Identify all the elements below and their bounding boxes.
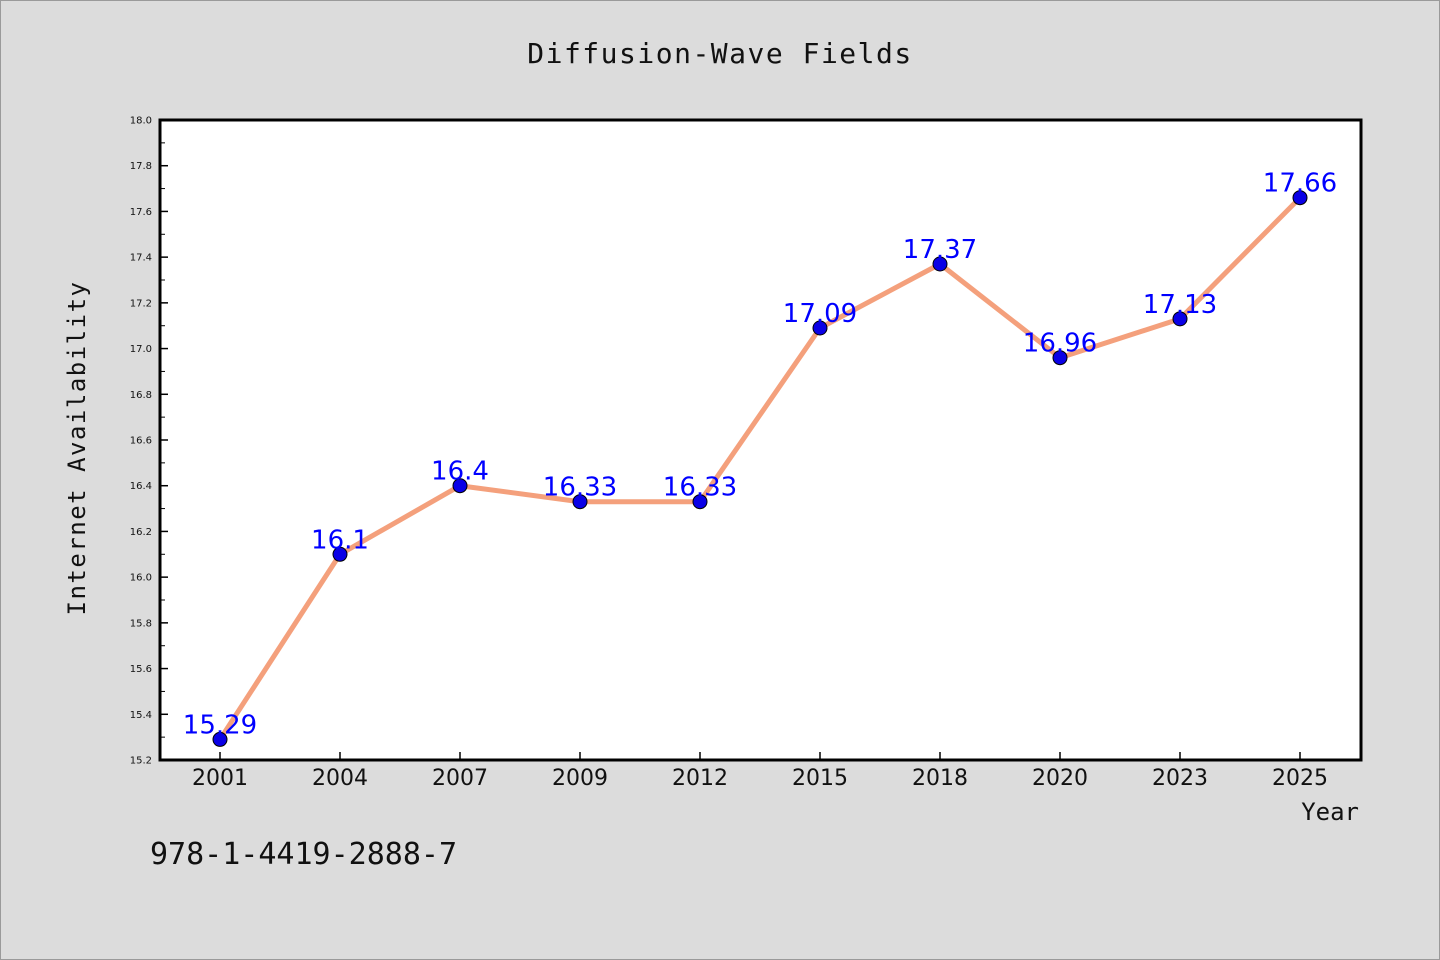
- x-tick-label: 2025: [1272, 766, 1328, 791]
- x-tick-label: 2009: [552, 766, 608, 791]
- y-tick-label: 17.8: [130, 161, 152, 172]
- data-label: 16.4: [431, 457, 489, 487]
- y-tick-label: 16.8: [130, 390, 152, 401]
- data-label: 17.66: [1263, 169, 1337, 199]
- x-axis: 2001 2004 2007 2009 2012 2015 2018 2020 2023 2025: [192, 752, 1328, 791]
- data-point: [212, 731, 228, 747]
- data-points: [212, 190, 1308, 747]
- x-tick-label: 2001: [192, 766, 248, 791]
- y-axis: 15.2 15.4 15.6 15.8 16.0 16.2 16.4 16.6 16.8 17.0…: [130, 116, 168, 767]
- x-axis-label: Year: [1301, 798, 1359, 826]
- x-tick-label: 2015: [792, 766, 848, 791]
- data-label: 17.09: [783, 299, 857, 329]
- y-tick-label: 15.4: [130, 710, 152, 721]
- data-label: 16.33: [663, 473, 737, 503]
- series-line: [217, 195, 1303, 742]
- plot-area: [158, 118, 1363, 762]
- isbn-text: 978-1-4419-2888-7: [150, 837, 457, 872]
- data-labels: 15.29 16.1 16.4 16.33 16.33 17.09 17.37 16.96 17…: [183, 169, 1337, 741]
- y-tick-label: 16.4: [130, 481, 152, 492]
- data-label: 16.1: [311, 525, 369, 555]
- y-tick-label: 17.0: [130, 344, 152, 355]
- y-tick-label: 16.6: [130, 436, 152, 447]
- x-tick-label: 2020: [1032, 766, 1088, 791]
- chart-title: Diffusion-Wave Fields: [527, 37, 913, 70]
- data-point: [812, 320, 828, 336]
- data-label: 15.29: [183, 710, 257, 740]
- y-tick-label: 15.2: [130, 756, 152, 767]
- y-tick-label: 17.2: [130, 298, 152, 309]
- y-tick-label: 18.0: [130, 116, 152, 127]
- y-tick-label: 15.6: [130, 664, 152, 675]
- y-tick-label: 17.4: [130, 253, 152, 264]
- data-point: [572, 494, 588, 510]
- y-axis-label: Internet Availability: [63, 281, 91, 616]
- y-tick-label: 16.0: [130, 573, 152, 584]
- data-point: [452, 478, 468, 494]
- y-tick-label: 15.8: [130, 618, 152, 629]
- data-point: [1172, 311, 1188, 327]
- data-point: [332, 546, 348, 562]
- data-label: 16.96: [1023, 329, 1097, 359]
- data-label: 17.37: [903, 235, 977, 265]
- x-tick-label: 2023: [1152, 766, 1208, 791]
- x-tick-label: 2004: [312, 766, 368, 791]
- y-tick-label: 16.2: [130, 527, 152, 538]
- x-tick-label: 2007: [432, 766, 488, 791]
- data-point: [1292, 190, 1308, 206]
- data-label: 17.13: [1143, 290, 1217, 320]
- x-tick-label: 2018: [912, 766, 968, 791]
- data-point: [692, 494, 708, 510]
- data-point: [1052, 350, 1068, 366]
- y-tick-label: 17.6: [130, 207, 152, 218]
- data-label: 16.33: [543, 473, 617, 503]
- x-tick-label: 2012: [672, 766, 728, 791]
- data-point: [932, 256, 948, 272]
